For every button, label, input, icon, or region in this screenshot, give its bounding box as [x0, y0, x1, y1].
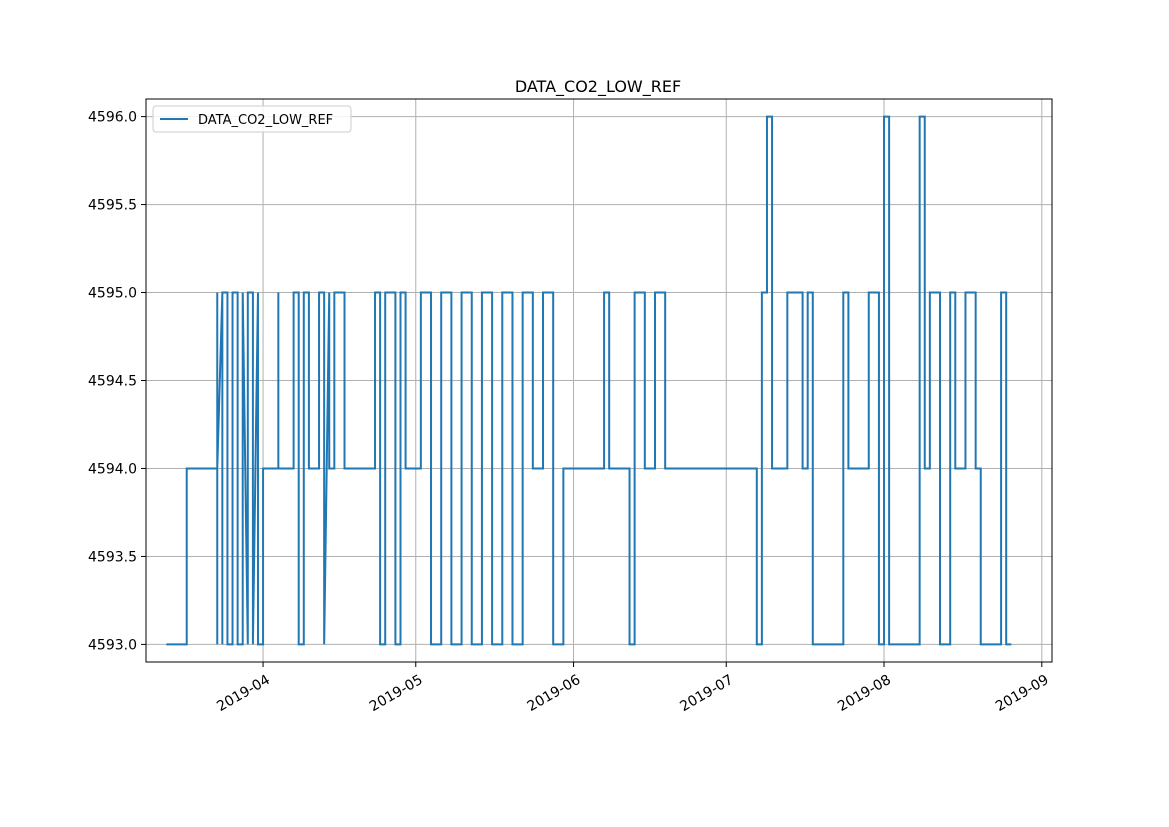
series-line-data-co2-low-ref [166, 115, 1012, 646]
y-tick-label: 4595.0 [88, 286, 137, 302]
y-tick-label: 4594.5 [88, 374, 137, 390]
y-tick-label: 4593.5 [88, 549, 137, 565]
series-layer [166, 115, 1012, 646]
y-tick-label: 4595.5 [88, 198, 137, 214]
y-tick-label: 4594.0 [88, 461, 137, 477]
legend-entry-label: DATA_CO2_LOW_REF [198, 113, 333, 128]
y-axis: 4593.0 4593.5 4594.0 4594.5 4595.0 4595.5 4596… [88, 110, 146, 653]
legend: DATA_CO2_LOW_REF [152, 105, 352, 133]
grid [146, 99, 1052, 662]
legend-box [152, 105, 352, 133]
y-tick-label: 4593.0 [88, 637, 137, 653]
y-tick-label: 4596.0 [88, 110, 137, 126]
chart-title: DATA_CO2_LOW_REF [515, 77, 681, 97]
